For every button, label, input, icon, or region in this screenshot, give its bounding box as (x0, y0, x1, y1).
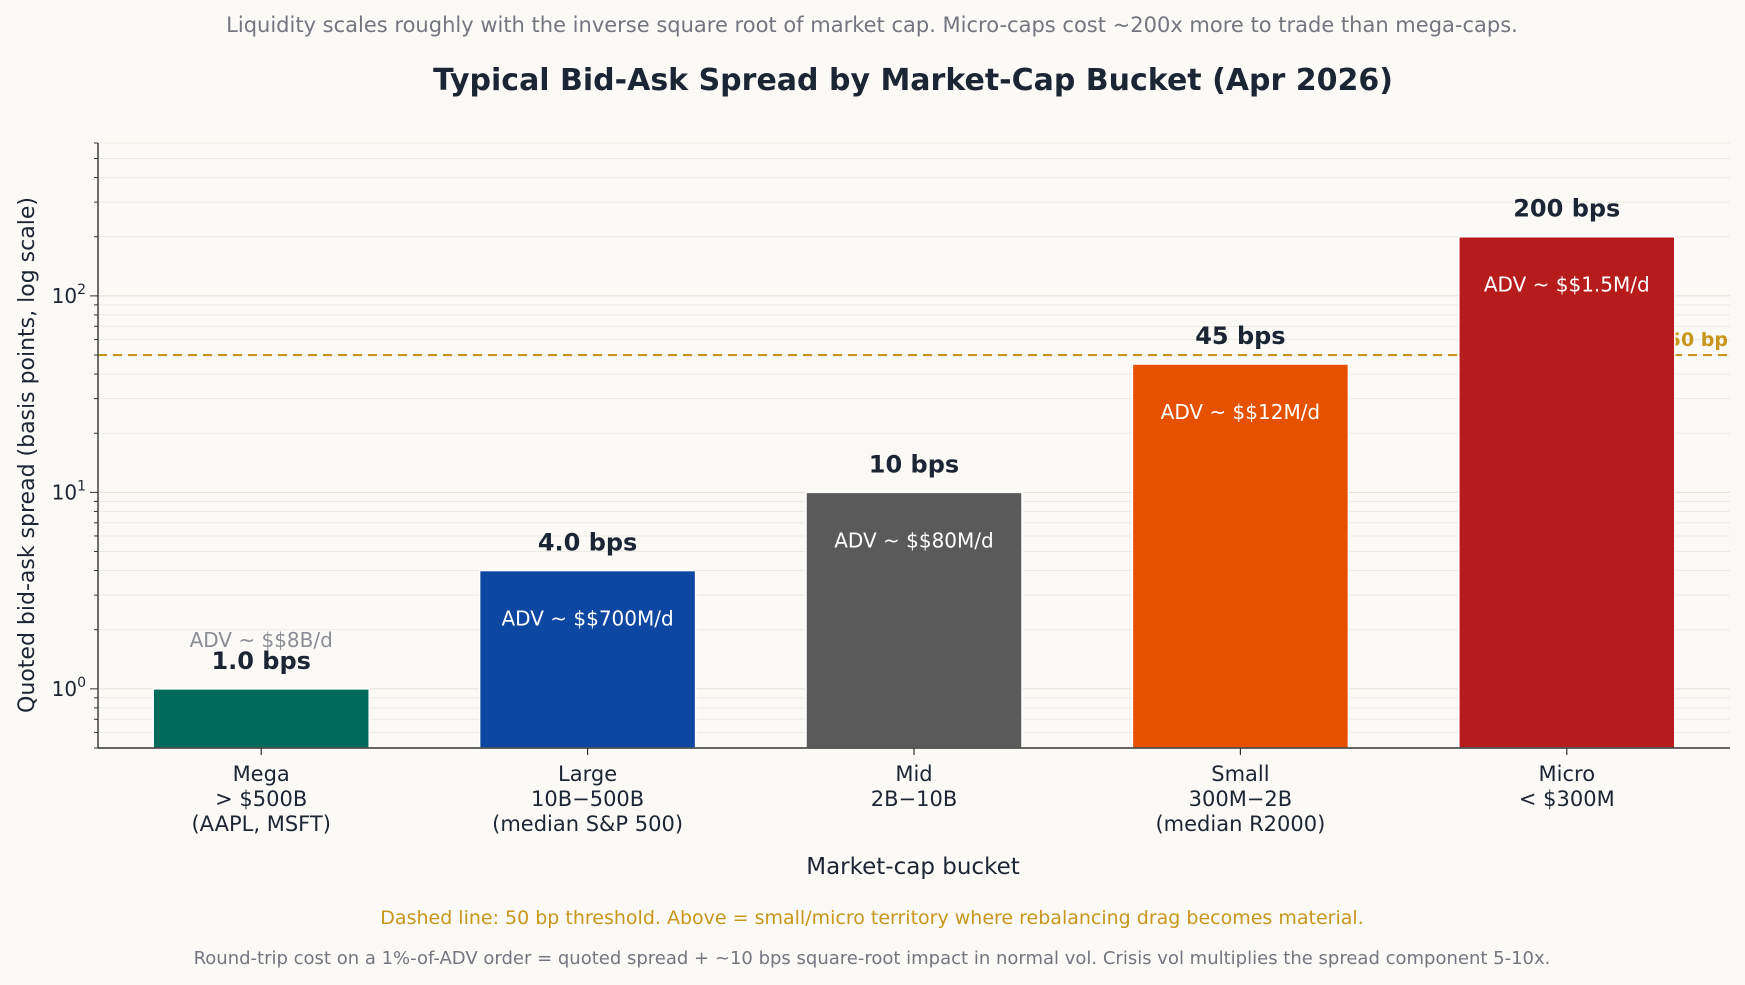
x-tick-label: Large (558, 762, 617, 786)
bar-value-label: 45 bps (1195, 322, 1285, 350)
bar-adv-label: ADV ~ $$700M/d (501, 607, 673, 631)
bar-value-label: 10 bps (869, 450, 959, 478)
x-tick-label: Micro (1539, 762, 1596, 786)
footnote: Round-trip cost on a 1%-of-ADV order = q… (194, 948, 1551, 969)
bar (805, 491, 1023, 749)
bar-value-label: 4.0 bps (538, 529, 638, 557)
x-tick-label: (median R2000) (1155, 812, 1325, 836)
y-tick-label: 100 (52, 675, 86, 701)
bar (1131, 363, 1350, 749)
bar (478, 569, 697, 749)
x-tick-label: Mega (233, 762, 290, 786)
bar-value-label: 200 bps (1513, 195, 1620, 223)
bar-adv-label: ADV ~ $$12M/d (1161, 400, 1320, 424)
x-tick-label: (median S&P 500) (492, 812, 683, 836)
bar-value-label: 1.0 bps (211, 647, 311, 675)
axes: Mega> $500B(AAPL, MSFT)Large10B−500B(med… (52, 142, 1730, 836)
x-tick-label: (AAPL, MSFT) (191, 812, 330, 836)
bars (152, 235, 1676, 749)
bar-adv-label: ADV ~ $$80M/d (834, 528, 993, 552)
x-tick-label: 10B−500B (531, 787, 644, 811)
bar-adv-label: ADV ~ $$1.5M/d (1484, 273, 1650, 297)
threshold-label: 50 bp (1668, 329, 1728, 351)
x-tick-label: 2B−10B (871, 787, 958, 811)
x-tick-label: Small (1211, 762, 1269, 786)
y-tick-label: 102 (52, 282, 86, 308)
chart-title: Typical Bid-Ask Spread by Market-Cap Buc… (433, 63, 1393, 98)
x-tick-label: > $500B (215, 787, 307, 811)
y-tick-label: 101 (52, 478, 86, 504)
bar-adv-label: ADV ~ $$8B/d (190, 628, 333, 652)
threshold-group: 50 bp (98, 329, 1730, 357)
chart-subtitle: Liquidity scales roughly with the invers… (226, 13, 1518, 37)
threshold-note: Dashed line: 50 bp threshold. Above = sm… (380, 907, 1363, 929)
bar (1458, 235, 1676, 749)
y-axis-label: Quoted bid-ask spread (basis points, log… (15, 197, 40, 713)
x-tick-label: Mid (895, 762, 932, 786)
x-tick-label: 300M−2B (1189, 787, 1293, 811)
bar (152, 688, 370, 749)
x-axis-label: Market-cap bucket (806, 854, 1020, 880)
x-tick-label: < $300M (1519, 787, 1615, 811)
